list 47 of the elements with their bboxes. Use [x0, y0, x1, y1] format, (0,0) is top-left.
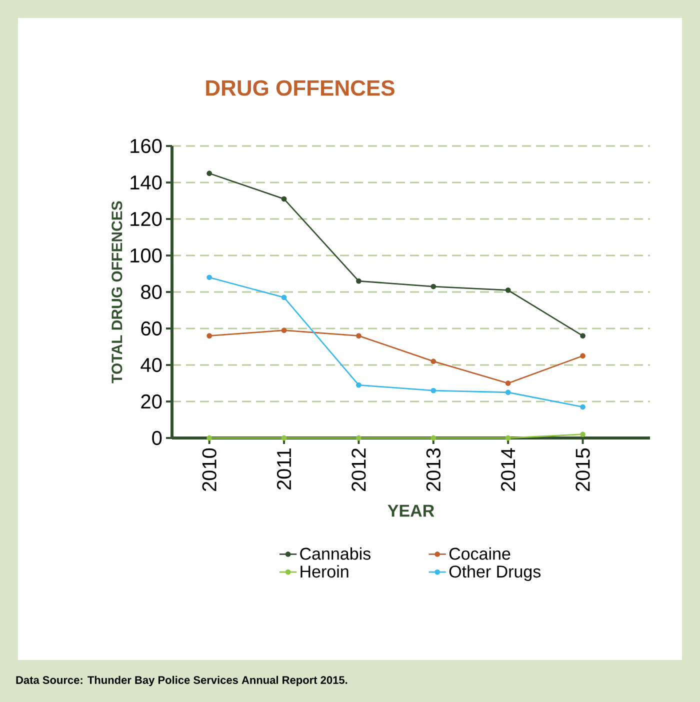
chart-title: DRUG OFFENCES — [206, 80, 394, 96]
point — [206, 333, 212, 338]
y-tick-label: 80 — [141, 284, 162, 300]
point — [356, 278, 362, 284]
point — [206, 435, 212, 441]
point — [505, 435, 511, 441]
point — [356, 435, 362, 441]
y-tick-label: 100 — [130, 248, 162, 263]
point — [580, 432, 586, 438]
y-tick-label: 0 — [152, 430, 162, 446]
x-axis-title: YEAR — [388, 504, 434, 517]
y-tick-label: 40 — [140, 358, 162, 372]
x-tick-label: 2012 — [352, 448, 366, 492]
legend-label: Other Drugs — [449, 565, 541, 581]
x-tick-label: 2014 — [501, 448, 516, 492]
point — [430, 435, 436, 441]
y-tick-label: 20 — [141, 394, 162, 409]
x-tick-label: 2010 — [202, 448, 216, 492]
point — [281, 196, 287, 202]
y-axis-title: TOTAL DRUG OFFENCES — [112, 201, 122, 384]
point — [430, 358, 436, 364]
x-tick-label: 2011 — [276, 448, 292, 490]
point — [430, 284, 436, 290]
point — [580, 333, 586, 338]
point — [430, 388, 436, 394]
point — [206, 274, 212, 280]
y-tick-label: 140 — [130, 175, 162, 190]
point — [281, 294, 287, 300]
legend-label: Heroin — [300, 565, 348, 578]
legend-label: Cannabis — [300, 547, 370, 560]
point — [505, 380, 511, 386]
y-tick-label: 120 — [130, 212, 162, 226]
x-tick-label: 2013 — [426, 448, 440, 492]
x-tick-label: 2015 — [576, 448, 590, 492]
point — [356, 382, 362, 388]
legend-label: Cocaine — [449, 547, 510, 560]
y-tick-label: 160 — [130, 138, 162, 154]
point — [580, 353, 586, 359]
point — [206, 170, 212, 176]
y-tick-label: 60 — [141, 321, 162, 336]
point — [281, 328, 287, 334]
point — [580, 404, 586, 410]
point — [505, 287, 511, 293]
point — [281, 435, 287, 441]
point — [356, 333, 362, 338]
source-note: Data Source: Thunder Bay Police Services Annual Report 2015. — [16, 676, 348, 686]
point — [505, 390, 511, 396]
